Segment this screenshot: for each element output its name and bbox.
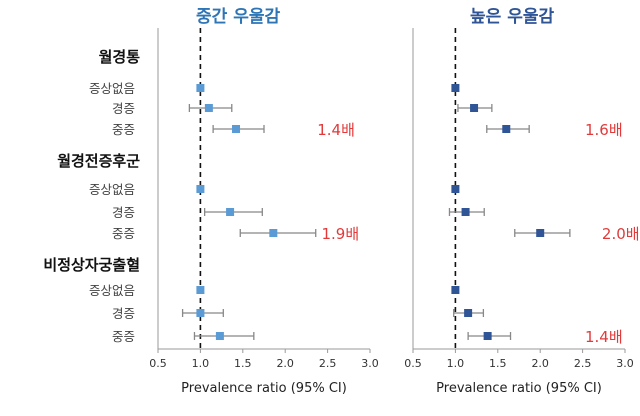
row-label: 경증	[112, 306, 135, 321]
ratio-annotation: 1.4배	[317, 121, 355, 139]
point-estimate-marker	[196, 286, 205, 294]
row-label: 증상없음	[89, 182, 135, 197]
row-label: 중증	[112, 329, 135, 344]
row-label: 경증	[112, 101, 135, 116]
panel-title: 높은 우울감	[470, 7, 554, 27]
row-label: 경증	[112, 205, 135, 220]
x-tick-label: 0.5	[149, 357, 167, 370]
point-estimate-marker	[204, 104, 213, 112]
point-estimate-marker	[461, 208, 470, 216]
point-estimate-marker	[196, 309, 205, 317]
category-label: 월경통	[99, 48, 141, 66]
category-label: 월경전증후군	[57, 152, 140, 170]
point-estimate-marker	[483, 332, 492, 340]
row-label: 증상없음	[89, 81, 135, 96]
point-estimate-marker	[196, 84, 205, 92]
point-estimate-marker	[451, 84, 460, 92]
x-tick-label: 1.5	[489, 357, 507, 370]
point-estimate-marker	[215, 332, 224, 340]
point-estimate-marker	[502, 125, 511, 133]
x-tick-label: 1.5	[234, 357, 252, 370]
row-label: 중증	[112, 226, 135, 241]
ratio-annotation: 1.6배	[585, 121, 623, 139]
x-tick-label: 0.5	[404, 357, 422, 370]
x-tick-label: 3.0	[616, 357, 634, 370]
point-estimate-marker	[464, 309, 473, 317]
x-tick-label: 2.5	[574, 357, 592, 370]
x-tick-label: 1.0	[192, 357, 210, 370]
row-label: 증상없음	[89, 283, 135, 298]
point-estimate-marker	[232, 125, 241, 133]
row-label: 중증	[112, 122, 135, 137]
point-estimate-marker	[226, 208, 235, 216]
x-tick-label: 2.0	[531, 357, 549, 370]
ratio-annotation: 2.0배	[602, 225, 640, 243]
ratio-annotation: 1.4배	[585, 328, 623, 346]
x-tick-label: 2.0	[276, 357, 294, 370]
panel-title: 중간 우울감	[196, 7, 280, 27]
x-tick-label: 1.0	[447, 357, 465, 370]
ratio-annotation: 1.9배	[321, 225, 359, 243]
x-axis-label: Prevalence ratio (95% CI)	[436, 381, 602, 396]
point-estimate-marker	[196, 185, 205, 193]
point-estimate-marker	[470, 104, 479, 112]
x-tick-label: 3.0	[361, 357, 379, 370]
category-label: 비정상자궁출혈	[43, 256, 140, 274]
x-axis-label: Prevalence ratio (95% CI)	[181, 381, 347, 396]
point-estimate-marker	[269, 229, 278, 237]
point-estimate-marker	[451, 185, 460, 193]
point-estimate-marker	[536, 229, 545, 237]
point-estimate-marker	[451, 286, 460, 294]
x-tick-label: 2.5	[319, 357, 337, 370]
